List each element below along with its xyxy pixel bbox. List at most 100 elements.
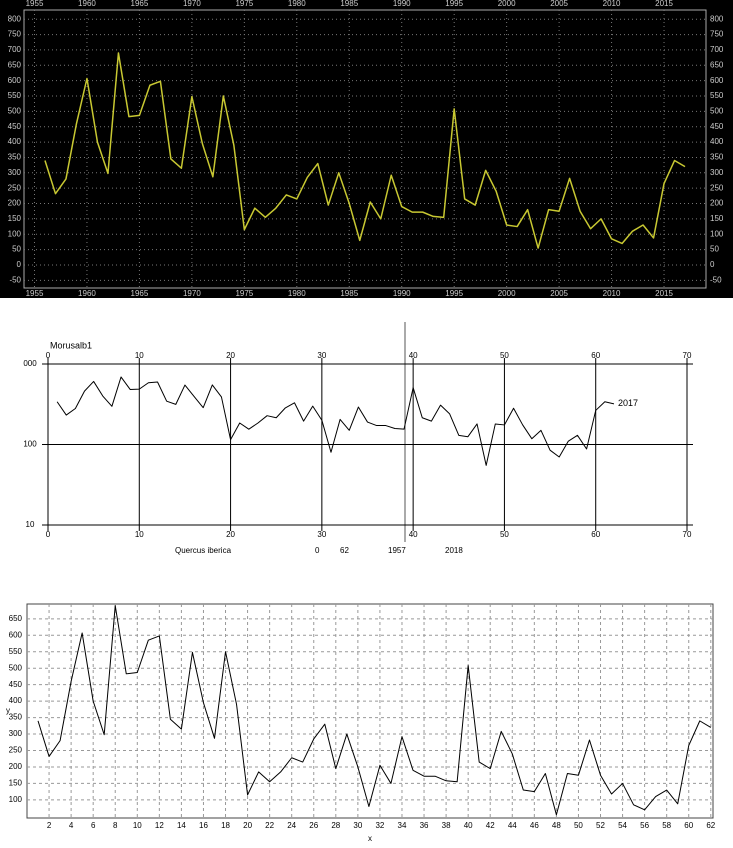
y-tick-label: -50 — [710, 275, 722, 284]
y-tick-label: 300 — [8, 168, 22, 177]
y-tick-label: 600 — [710, 76, 724, 85]
x-tick-label: 1970 — [183, 289, 201, 298]
y-tick-label: 150 — [9, 779, 23, 788]
x-tick-label: 34 — [398, 821, 407, 830]
x-tick-label: 62 — [706, 821, 715, 830]
y-tick-label: 350 — [710, 153, 724, 162]
x-tick-label: 32 — [375, 821, 384, 830]
x-tick-label: 4 — [69, 821, 74, 830]
chart: 2 4 6 8 10 12 14 16 18 20 22 24 26 28 30 32 34 36 38 40 42 44… — [6, 603, 716, 843]
x-tick-label: 1955 — [26, 289, 44, 298]
x-tick-label: 50 — [500, 351, 509, 360]
x-tick-label: 54 — [618, 821, 627, 830]
x-tick-label: 0 — [46, 530, 51, 539]
x-tick-label: 30 — [317, 351, 326, 360]
y-tick-label: 100 — [8, 229, 22, 238]
y-tick-label: 100 — [710, 229, 724, 238]
x-tick-label: 40 — [464, 821, 473, 830]
y-tick-label: -50 — [9, 275, 21, 284]
y-tick-label: 150 — [710, 214, 724, 223]
y-tick-label: 450 — [710, 122, 724, 131]
y-tick-label: 550 — [710, 91, 724, 100]
footer-text: 0 — [315, 546, 320, 555]
y-tick-label: 50 — [12, 245, 21, 254]
y-tick-label: 350 — [9, 713, 23, 722]
x-tick-label: 1990 — [393, 0, 411, 8]
y-tick-label: 400 — [710, 137, 724, 146]
chart-background — [0, 0, 733, 298]
x-tick-label: 60 — [591, 530, 600, 539]
y-tick-label: 700 — [8, 45, 22, 54]
x-tick-label: 50 — [500, 530, 509, 539]
x-tick-label: 20 — [226, 530, 235, 539]
y-tick-label: 650 — [8, 60, 22, 69]
x-tick-label: 12 — [155, 821, 164, 830]
x-tick-label: 1985 — [340, 289, 358, 298]
x-tick-label: 10 — [135, 530, 144, 539]
x-tick-label: 46 — [530, 821, 539, 830]
y-tick-label: 250 — [8, 183, 22, 192]
y-tick-label: 650 — [9, 614, 23, 623]
x-tick-label: 2015 — [655, 289, 673, 298]
x-tick-label: 1955 — [26, 0, 44, 8]
x-tick-label: 0 — [46, 351, 51, 360]
y-tick-label: 200 — [9, 762, 23, 771]
y-tick-label: 250 — [710, 183, 724, 192]
y-tick-label: 750 — [8, 30, 22, 39]
y-tick-label: 800 — [710, 14, 724, 23]
x-tick-label: 2015 — [655, 0, 673, 8]
y-tick-label: 550 — [8, 91, 22, 100]
x-tick-label: 1995 — [445, 289, 463, 298]
x-tick-label: 24 — [287, 821, 296, 830]
footer-text: 62 — [340, 546, 349, 555]
x-tick-label: 44 — [508, 821, 517, 830]
x-tick-label: 40 — [409, 351, 418, 360]
x-tick-label: 14 — [177, 821, 186, 830]
y-tick-label: 100 — [23, 440, 37, 449]
x-tick-label: 16 — [199, 821, 208, 830]
y-tick-label: 10 — [26, 520, 35, 529]
chart: 1955 1955 1960 1960 1965 1965 1970 1970 1975 1975… — [8, 0, 724, 298]
x-tick-label: 30 — [317, 530, 326, 539]
x-tick-label: 1965 — [131, 0, 149, 8]
y-tick-label: 150 — [8, 214, 22, 223]
y-tick-label: 450 — [9, 680, 23, 689]
y-axis-label: y — [6, 706, 10, 715]
data-line — [56, 376, 615, 466]
y-tick-label: 0 — [710, 260, 715, 269]
data-line — [37, 605, 712, 816]
x-tick-label: 1980 — [288, 0, 306, 8]
x-tick-label: 52 — [596, 821, 605, 830]
y-tick-label: 300 — [710, 168, 724, 177]
x-tick-label: 1960 — [78, 0, 96, 8]
x-tick-label: 50 — [574, 821, 583, 830]
y-tick-label: 50 — [710, 245, 719, 254]
annotation: 2017 — [618, 398, 638, 408]
x-tick-label: 2010 — [603, 289, 621, 298]
chart-title: Morusalb1 — [50, 340, 92, 350]
x-axis-label: x — [368, 834, 372, 843]
chart: 0 0 10 10 20 20 30 30 40 40 50 50 60 60 70 70 000 100 10 Mo… — [23, 340, 693, 555]
x-tick-label: 60 — [591, 351, 600, 360]
y-tick-label: 550 — [9, 647, 23, 656]
data-line — [44, 52, 686, 249]
x-tick-label: 2005 — [550, 0, 568, 8]
y-tick-label: 700 — [710, 45, 724, 54]
x-tick-label: 2000 — [498, 289, 516, 298]
x-tick-label: 2010 — [603, 0, 621, 8]
footer-text: Quercus iberica — [175, 546, 232, 555]
x-tick-label: 38 — [442, 821, 451, 830]
x-tick-label: 2000 — [498, 0, 516, 8]
y-tick-label: 200 — [710, 199, 724, 208]
x-tick-label: 26 — [309, 821, 318, 830]
y-tick-label: 100 — [9, 795, 23, 804]
y-tick-label: 650 — [710, 60, 724, 69]
x-tick-label: 1975 — [235, 289, 253, 298]
y-tick-label: 500 — [9, 663, 23, 672]
x-tick-label: 1980 — [288, 289, 306, 298]
x-tick-label: 1960 — [78, 289, 96, 298]
x-tick-label: 1995 — [445, 0, 463, 8]
footer-text: 2018 — [445, 546, 463, 555]
x-tick-label: 36 — [420, 821, 429, 830]
